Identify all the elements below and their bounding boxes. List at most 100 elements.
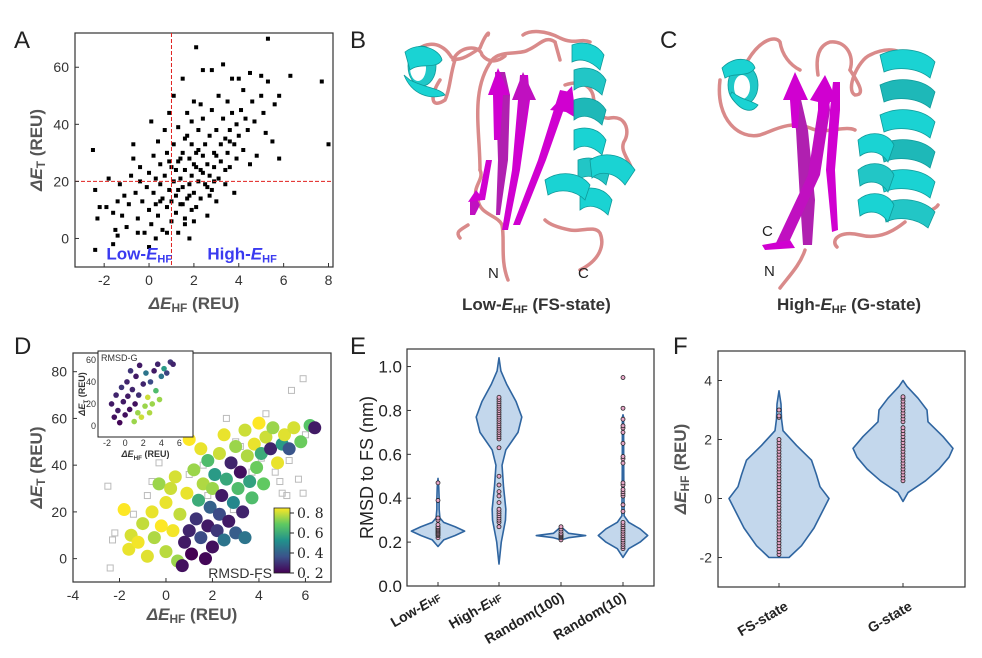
data-point	[187, 463, 201, 477]
data-point	[212, 446, 226, 460]
data-point	[205, 482, 219, 496]
data-point	[196, 148, 201, 152]
data-point	[173, 193, 178, 198]
background-marker	[276, 478, 284, 486]
x-tick-label: 8	[325, 272, 333, 288]
data-point	[205, 162, 210, 167]
data-point	[221, 62, 226, 67]
data-point	[232, 190, 237, 195]
data-point	[207, 133, 212, 138]
background-marker	[283, 492, 291, 500]
inset-x-tick-label: 4	[159, 438, 164, 448]
data-point	[236, 76, 241, 81]
data-point	[158, 199, 163, 204]
alpha-helix	[721, 49, 936, 229]
inset-data-point	[156, 396, 163, 403]
background-marker	[278, 489, 286, 497]
inset-data-point	[149, 401, 156, 407]
inset-data-point	[161, 365, 167, 372]
data-point	[167, 110, 172, 115]
y-tick-label: 60	[51, 410, 67, 426]
data-point	[136, 517, 150, 531]
data-point	[160, 196, 165, 201]
data-point	[153, 236, 158, 241]
plot-frame	[72, 352, 332, 583]
y-tick-label: 0	[704, 491, 712, 507]
c-terminus-label: C	[578, 265, 589, 282]
inset-data-point	[158, 373, 165, 380]
data-point	[238, 531, 252, 545]
panel-b-protein-structure: N C Low-EHF (FS-state)	[403, 29, 636, 316]
violin-point	[435, 515, 441, 521]
data-point	[259, 93, 264, 98]
data-point	[104, 205, 109, 210]
inset-data-point	[111, 414, 118, 420]
data-point	[176, 187, 181, 192]
data-point	[231, 482, 245, 496]
y-axis-label: ΔET (REU)	[27, 427, 48, 510]
colorbar-tick-label: 0. 2	[297, 566, 324, 582]
data-point	[164, 205, 169, 210]
data-point	[308, 421, 322, 435]
inset-data-point	[108, 401, 115, 407]
data-point	[241, 88, 246, 93]
data-point	[159, 496, 173, 510]
data-point	[176, 125, 181, 130]
data-point	[223, 136, 228, 141]
inset-data-point	[153, 387, 159, 394]
data-point	[207, 173, 212, 178]
data-point	[212, 507, 226, 521]
inset-y-tick-label: 40	[86, 377, 96, 387]
violin-point	[620, 375, 626, 380]
data-point	[124, 225, 129, 230]
data-point	[282, 442, 296, 456]
data-point	[247, 70, 252, 75]
violin-point	[496, 445, 502, 451]
data-point	[192, 493, 206, 507]
data-point	[240, 449, 254, 463]
inset-data-point	[133, 373, 139, 380]
x-axis-label: ΔEHF (REU)	[146, 605, 238, 626]
violin-point	[620, 429, 626, 435]
data-point	[214, 153, 219, 158]
data-point	[180, 76, 185, 81]
data-point	[259, 73, 264, 78]
data-point	[111, 210, 116, 215]
data-point	[250, 461, 264, 474]
inset-data-point	[143, 370, 149, 376]
x-tick-label: 2	[209, 587, 217, 603]
background-marker	[299, 489, 307, 497]
data-point	[200, 116, 205, 121]
data-point	[222, 514, 236, 528]
inset-data-point	[140, 381, 147, 387]
data-point	[189, 119, 194, 124]
data-point	[140, 199, 145, 204]
data-point	[164, 230, 169, 235]
data-point	[217, 533, 231, 547]
data-point	[210, 524, 224, 538]
y-tick-label: -2	[700, 550, 713, 566]
inset-data-point	[115, 407, 121, 414]
data-point	[191, 162, 196, 167]
data-point	[214, 128, 219, 133]
inset-data-point	[129, 386, 136, 393]
data-point	[234, 156, 239, 161]
data-point	[236, 133, 241, 138]
data-point	[95, 216, 100, 221]
violin-point	[900, 394, 906, 400]
background-marker	[271, 468, 279, 476]
y-tick-label: 2	[704, 432, 712, 448]
data-point	[198, 167, 203, 172]
colorbar-tick-label: 0. 6	[297, 526, 324, 542]
y-tick-label: 0	[61, 230, 69, 246]
y-tick-label: 1.0	[378, 358, 402, 377]
data-point	[221, 116, 226, 121]
data-point	[162, 173, 167, 178]
data-point	[194, 205, 199, 210]
data-point	[180, 185, 185, 190]
data-point	[326, 142, 331, 147]
data-point	[198, 102, 203, 107]
data-point	[173, 167, 178, 172]
